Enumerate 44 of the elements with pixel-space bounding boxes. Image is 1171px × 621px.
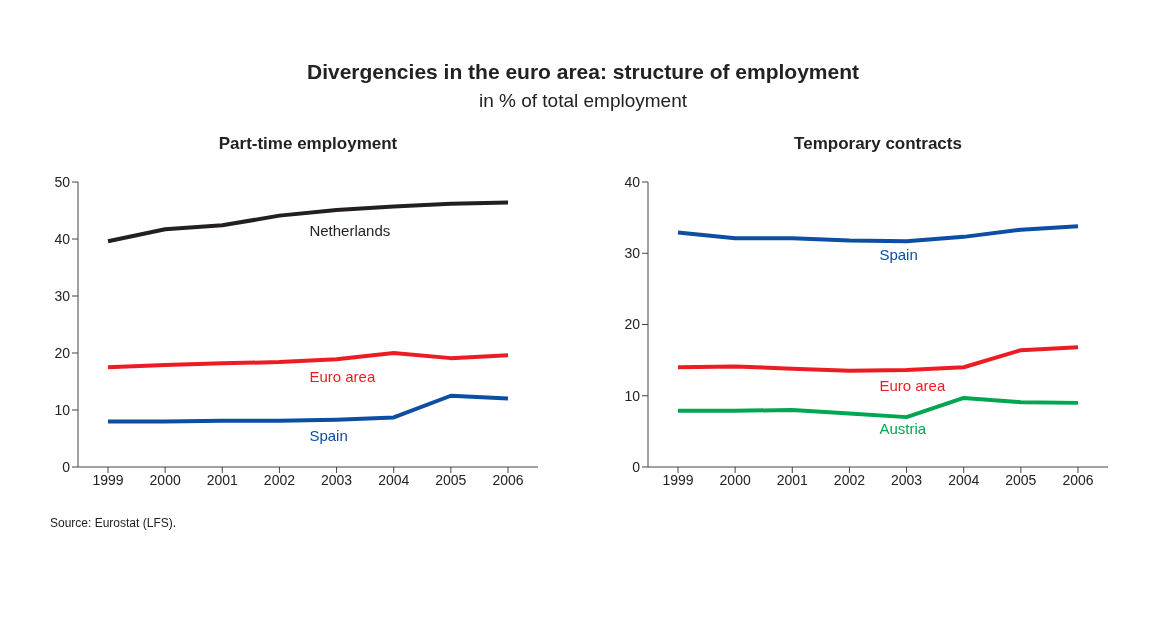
y-tick-label: 40 — [624, 173, 641, 190]
series-label: Spain — [309, 426, 348, 444]
line-series — [676, 224, 1080, 244]
series-label: Spain — [879, 246, 918, 264]
y-tick-label: 20 — [624, 316, 641, 333]
x-tick-label: 1999 — [92, 471, 124, 488]
y-tick-label: 30 — [54, 287, 71, 304]
series-label: Euro area — [879, 376, 946, 394]
source-note: Source: Eurostat (LFS). — [50, 516, 178, 530]
y-tick-label: 20 — [54, 344, 71, 361]
x-tick-label: 2004 — [948, 471, 980, 488]
x-tick-label: 2000 — [149, 471, 181, 488]
line-series — [106, 200, 510, 244]
y-tick-label: 40 — [54, 230, 71, 247]
x-tick-label: 2003 — [890, 471, 923, 488]
x-tick-label: 1999 — [662, 471, 694, 488]
x-tick-label: 2006 — [1062, 471, 1094, 488]
x-tick-label: 2003 — [320, 471, 353, 488]
x-tick-label: 2001 — [776, 471, 809, 488]
x-tick-label: 2000 — [719, 471, 751, 488]
y-tick-label: 10 — [54, 401, 71, 418]
chart-title: Temporary contracts — [793, 134, 963, 154]
y-tick-label: 50 — [54, 173, 71, 190]
x-tick-label: 2001 — [206, 471, 239, 488]
y-tick-label: 10 — [624, 387, 641, 404]
y-tick-label: 0 — [632, 458, 641, 475]
chart-title: Part-time employment — [217, 134, 399, 154]
series-label: Austria — [879, 419, 927, 437]
series-label: Euro area — [309, 368, 376, 386]
x-tick-label: 2002 — [833, 471, 866, 488]
line-series — [676, 345, 1080, 373]
series-label: Netherlands — [309, 221, 391, 239]
text: Divergencies in the euro area: structure of employment — [306, 59, 860, 84]
y-tick-label: 30 — [624, 245, 641, 262]
x-tick-label: 2005 — [1005, 471, 1037, 488]
y-tick-label: 0 — [62, 458, 71, 475]
line-series — [106, 393, 510, 424]
x-tick-label: 2002 — [263, 471, 296, 488]
line-series — [676, 395, 1080, 420]
text: in % of total employment — [477, 90, 688, 112]
x-tick-label: 2005 — [435, 471, 467, 488]
x-tick-label: 2004 — [378, 471, 410, 488]
x-tick-label: 2006 — [492, 471, 524, 488]
line-series — [106, 351, 510, 370]
